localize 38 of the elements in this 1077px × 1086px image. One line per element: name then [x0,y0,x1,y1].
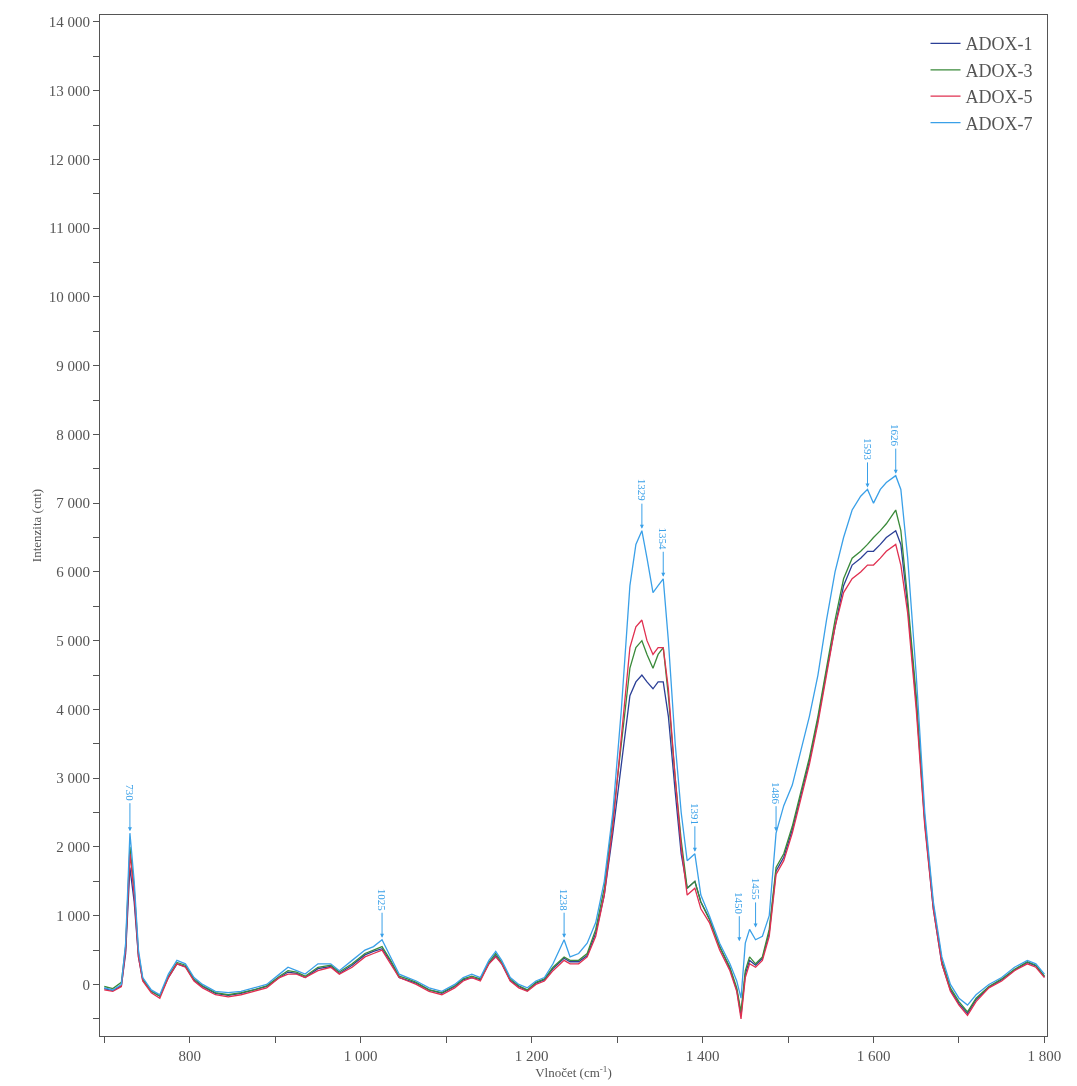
y-tick-label: 2 000 [56,839,90,856]
x-tick-label: 800 [178,1048,201,1064]
annotation: 1025 [375,888,388,912]
y-tick-label: 1 000 [56,907,90,924]
y-tick-label: 0 [82,976,90,993]
y-tick-label: 5 000 [56,632,90,649]
legend-label: ADOX-1 [965,34,1033,55]
annotation: 730 [124,784,137,802]
annotation: 1593 [861,437,874,461]
x-tick-label: 1 000 [343,1048,378,1064]
annotation: 1626 [889,423,902,447]
x-tick-label: 1 600 [856,1048,891,1064]
annotation: 1450 [733,891,746,915]
legend-label: ADOX-5 [965,87,1033,108]
y-tick-label: 9 000 [56,357,90,374]
y-tick-label: 3 000 [56,770,90,787]
y-tick-label: 13 000 [48,82,90,99]
y-tick-label: 4 000 [56,701,90,718]
annotation: 1354 [657,527,670,551]
y-tick-label: 10 000 [48,289,90,306]
x-axis-title: Vlnočet (cm$^{-1}$) [535,1064,612,1081]
legend-label: ADOX-3 [965,60,1033,81]
y-tick-label: 8 000 [56,426,90,443]
x-tick-label: 1 800 [1027,1048,1062,1064]
annotation: 1238 [557,888,570,912]
annotation: 1455 [750,877,762,901]
y-axis-title: Intenzita (cnt) [28,488,44,563]
y-tick-label: 11 000 [49,220,90,237]
annotation: 1391 [688,802,701,825]
annotation: 1329 [635,478,648,502]
y-tick-label: 6 000 [56,564,90,581]
x-tick-label: 1 200 [514,1048,549,1064]
y-tick-label: 12 000 [48,151,90,168]
y-tick-label: 7 000 [56,495,90,512]
annotation: 1486 [770,782,783,805]
legend-label: ADOX-7 [965,113,1033,134]
y-tick-label: 14 000 [48,14,90,31]
x-tick-label: 1 400 [685,1048,720,1064]
